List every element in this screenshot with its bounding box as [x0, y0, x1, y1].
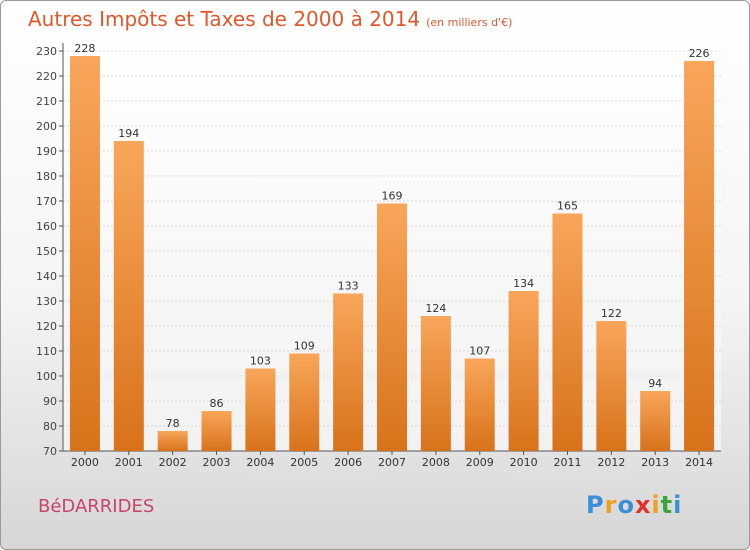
x-tick-label: 2013	[641, 456, 669, 469]
data-label: 86	[210, 397, 224, 410]
data-label: 122	[601, 307, 622, 320]
y-tick-label: 150	[36, 245, 57, 258]
y-tick-label: 140	[36, 270, 57, 283]
data-label: 169	[382, 190, 403, 203]
y-tick-label: 70	[43, 445, 57, 458]
x-tick-label: 2002	[159, 456, 187, 469]
x-tick-label: 2000	[71, 456, 99, 469]
bar-2013	[640, 391, 671, 451]
bar-2000	[69, 56, 100, 451]
x-tick-label: 2011	[553, 456, 581, 469]
x-tick-label: 2001	[115, 456, 143, 469]
bar-2010	[508, 291, 539, 451]
bar-2007	[377, 203, 407, 451]
data-label: 228	[74, 42, 95, 55]
data-label: 124	[425, 302, 446, 315]
y-tick-label: 130	[36, 295, 57, 308]
y-tick-label: 80	[43, 420, 57, 433]
y-tick-label: 220	[36, 70, 57, 83]
y-tick-label: 120	[36, 320, 57, 333]
y-tick-label: 210	[36, 95, 57, 108]
town-name: BéDARRIDES	[38, 496, 155, 517]
y-tick-label: 230	[36, 45, 57, 58]
y-tick-label: 110	[36, 345, 57, 358]
y-tick-label: 200	[36, 120, 57, 133]
data-label: 134	[513, 277, 534, 290]
x-tick-label: 2004	[246, 456, 274, 469]
chart-title: Autres Impôts et Taxes de 2000 à 2014 (en…	[28, 7, 512, 31]
bar-2009	[464, 358, 495, 451]
y-tick-label: 190	[36, 145, 57, 158]
data-label: 165	[557, 200, 578, 213]
x-tick-label: 2014	[685, 456, 713, 469]
x-tick-label: 2006	[334, 456, 362, 469]
data-label: 226	[689, 47, 710, 60]
y-tick-label: 100	[36, 370, 57, 383]
x-tick-label: 2008	[422, 456, 450, 469]
y-tick-label: 180	[36, 170, 57, 183]
data-label: 94	[648, 377, 662, 390]
bar-2001	[113, 141, 144, 451]
data-label: 194	[118, 127, 139, 140]
bar-2003	[201, 411, 232, 451]
title-text: Autres Impôts et Taxes de 2000 à 2014	[28, 7, 421, 31]
bar-2008	[420, 316, 451, 451]
y-tick-label: 160	[36, 220, 57, 233]
data-label: 109	[294, 340, 315, 353]
bar-2012	[596, 321, 627, 451]
x-tick-label: 2009	[466, 456, 494, 469]
bar-2004	[245, 368, 276, 451]
y-tick-label: 170	[36, 195, 57, 208]
x-tick-label: 2012	[597, 456, 625, 469]
data-label: 107	[469, 345, 490, 358]
unit-label: (en milliers d'€)	[426, 16, 513, 29]
proxiti-logo: Proxiti	[586, 491, 683, 519]
bar-2014	[684, 61, 715, 451]
data-label: 103	[250, 355, 271, 368]
bar-2005	[289, 353, 320, 451]
y-tick-label: 90	[43, 395, 57, 408]
bar-2002	[157, 431, 188, 451]
data-label: 78	[166, 417, 180, 430]
x-tick-label: 2003	[203, 456, 231, 469]
x-tick-label: 2007	[378, 456, 406, 469]
bar-2006	[333, 293, 364, 451]
x-tick-label: 2010	[510, 456, 538, 469]
data-label: 133	[338, 280, 359, 293]
x-tick-label: 2005	[290, 456, 318, 469]
bar-2011	[552, 213, 583, 451]
